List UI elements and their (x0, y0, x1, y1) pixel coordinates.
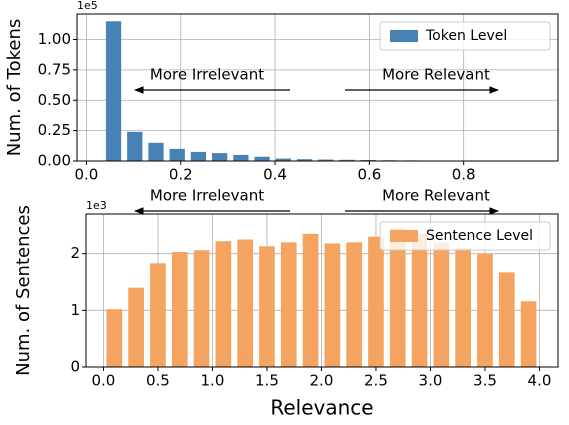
bar (212, 153, 228, 161)
y-offset-label: 1e5 (77, 0, 98, 12)
x-tick-label: 2.5 (364, 372, 388, 390)
y-axis-label: Num. of Sentences (13, 205, 34, 376)
y-tick-label: 0.00 (38, 152, 71, 170)
bar (193, 250, 210, 367)
x-tick-label: 0.6 (357, 166, 381, 184)
bar (346, 242, 363, 367)
x-tick-label: 3.0 (419, 372, 443, 390)
bar (296, 159, 313, 161)
legend-swatch (390, 230, 418, 242)
y-tick-label: 1 (70, 301, 80, 319)
bar (237, 239, 253, 367)
annotation-text: More Irrelevant (150, 66, 264, 84)
bar (498, 272, 515, 367)
x-tick-label: 2.0 (310, 372, 334, 390)
y-tick-label: 2 (70, 244, 80, 262)
bar (318, 159, 334, 161)
bar (127, 131, 143, 161)
legend-label: Token Level (425, 28, 507, 44)
bar (477, 253, 493, 367)
bar (455, 248, 472, 367)
bar (105, 21, 122, 161)
bar (368, 236, 384, 367)
axes-frame (76, 13, 559, 162)
bar (150, 263, 166, 367)
bar (148, 142, 164, 161)
bar (254, 156, 270, 161)
bar (280, 242, 297, 367)
x-tick-label: 0.0 (75, 166, 99, 184)
bar (106, 309, 123, 367)
bar (411, 233, 428, 367)
bar (339, 159, 355, 161)
subplot: 0.0 0.5 1.0 1.5 2.0 2.5 3.0 3.5 4.0 0 1 2 1e3 Num. of… (13, 187, 559, 420)
bar (169, 148, 185, 161)
bar (171, 251, 188, 367)
x-tick-label: 0.8 (452, 166, 476, 184)
bar (389, 228, 406, 367)
bar (259, 246, 275, 367)
x-tick-label: 1.5 (255, 372, 279, 390)
x-tick-label: 4.0 (528, 372, 552, 390)
bar (275, 158, 291, 161)
annotation-text: More Irrelevant (150, 187, 264, 205)
x-tick-label: 0.4 (263, 166, 287, 184)
y-tick-label: 0.25 (38, 121, 71, 139)
x-tick-label: 1.0 (201, 372, 225, 390)
bar (302, 233, 319, 367)
annotation-text: More Relevant (382, 66, 490, 84)
bar (433, 242, 450, 367)
x-tick-label: 0.0 (92, 372, 116, 390)
legend-box (379, 21, 551, 51)
y-tick-label: 1.00 (38, 30, 71, 48)
y-tick-label: 0 (70, 358, 80, 376)
y-tick-label: 0.50 (38, 91, 71, 109)
x-axis-label: Relevance (270, 396, 373, 420)
x-tick-label: 3.5 (473, 372, 497, 390)
legend-label: Sentence Level (426, 228, 533, 244)
bar (324, 243, 341, 367)
x-tick-label: 0.5 (146, 372, 170, 390)
legend-swatch (390, 30, 418, 42)
annotation-text: More Relevant (382, 187, 490, 205)
subplot: 0.0 0.2 0.4 0.6 0.8 0.00 0.25 0.50 0.75 1.00 1e5 Nu… (4, 0, 559, 184)
axes-frame (85, 213, 559, 368)
bar (233, 154, 249, 161)
bar (215, 241, 232, 367)
bar (128, 287, 144, 367)
y-tick-label: 0.75 (38, 60, 71, 78)
x-tick-label: 0.2 (169, 166, 193, 184)
bar (520, 301, 537, 367)
y-offset-label: 1e3 (86, 199, 107, 212)
bar (190, 151, 207, 161)
y-axis-label: Num. of Tokens (4, 19, 25, 157)
legend-box (379, 221, 551, 251)
